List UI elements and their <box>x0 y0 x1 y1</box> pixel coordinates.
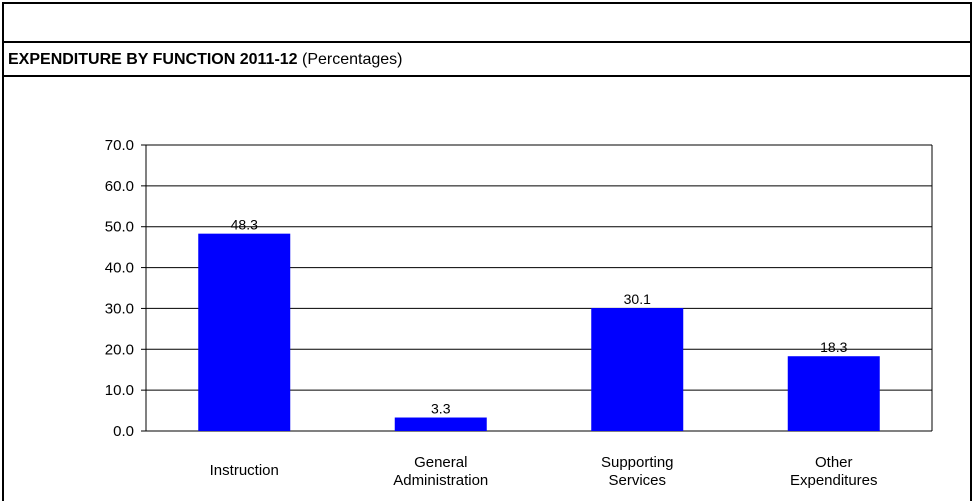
bar <box>198 233 291 431</box>
chart-title: EXPENDITURE BY FUNCTION 2011-12 (Percent… <box>8 51 403 69</box>
y-tick-label: 10.0 <box>105 382 134 399</box>
data-label: 18.3 <box>820 339 847 355</box>
y-tick-label: 50.0 <box>105 219 134 236</box>
chart-title-main: EXPENDITURE BY FUNCTION 2011-12 <box>8 51 298 68</box>
data-label: 48.3 <box>231 217 258 233</box>
x-tick-label: Instruction <box>210 462 279 479</box>
data-label: 30.1 <box>624 291 651 307</box>
chart-title-unit: (Percentages) <box>302 51 403 68</box>
y-tick-label: 40.0 <box>105 260 134 277</box>
y-tick-label: 70.0 <box>105 137 134 154</box>
x-tick-label: Services <box>608 472 666 489</box>
data-label: 3.3 <box>431 401 451 417</box>
x-tick-label: Supporting <box>601 454 674 471</box>
x-tick-label: General <box>414 454 467 471</box>
x-tick-label: Other <box>815 454 853 471</box>
y-tick-label: 60.0 <box>105 178 134 195</box>
title-bar: EXPENDITURE BY FUNCTION 2011-12 (Percent… <box>2 41 972 77</box>
bar <box>394 417 487 431</box>
x-tick-label: Administration <box>393 472 488 489</box>
bar <box>591 308 684 431</box>
y-tick-label: 0.0 <box>113 423 134 440</box>
x-tick-label: Expenditures <box>790 472 878 489</box>
y-tick-label: 20.0 <box>105 341 134 358</box>
y-tick-label: 30.0 <box>105 300 134 317</box>
bar <box>787 356 880 431</box>
